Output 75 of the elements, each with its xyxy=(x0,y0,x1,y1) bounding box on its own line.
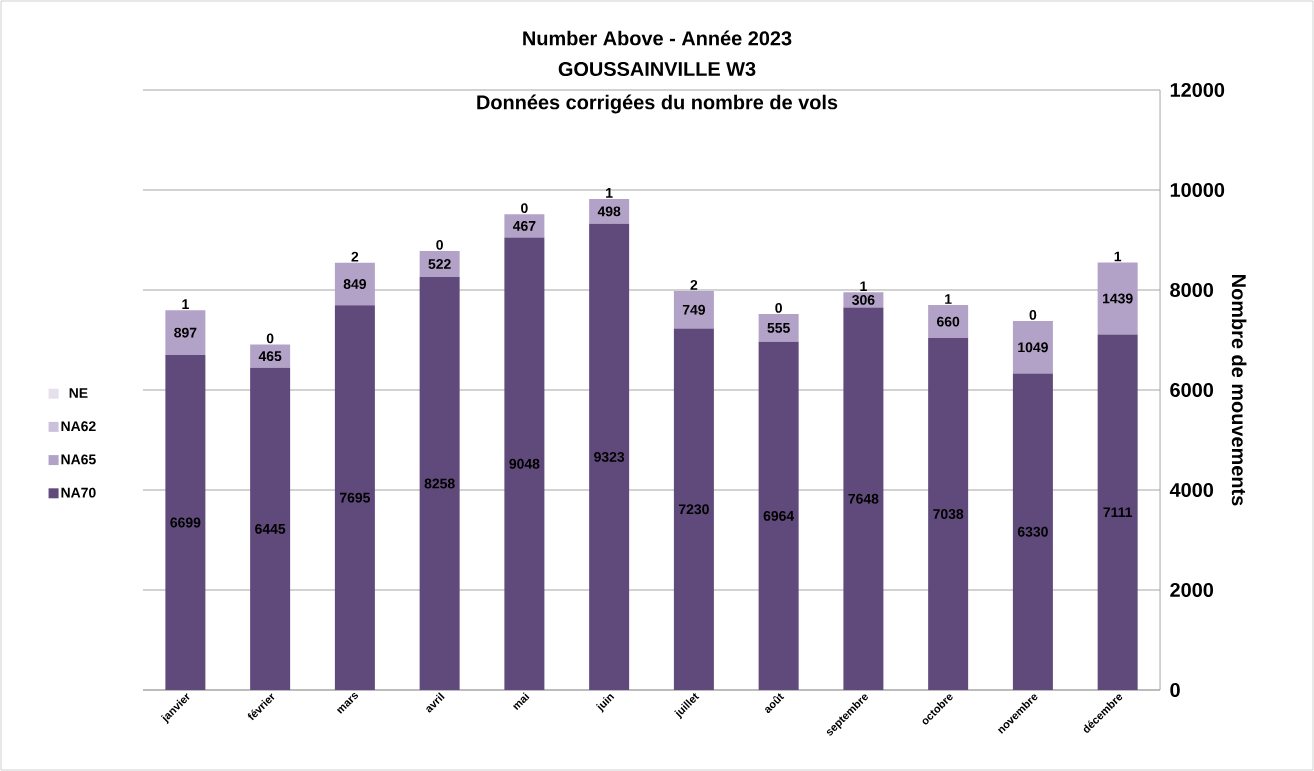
data-label: 465 xyxy=(258,351,282,362)
data-label: 6330 xyxy=(1017,526,1048,537)
data-label: 9323 xyxy=(594,451,625,462)
data-label: 522 xyxy=(428,259,451,269)
bar xyxy=(1012,373,1053,690)
bar xyxy=(419,277,460,690)
y-tick-label: 12000 xyxy=(1170,82,1225,98)
data-label: 0 xyxy=(1029,309,1037,320)
data-label: 0 xyxy=(775,302,782,313)
data-label: 8258 xyxy=(424,478,455,489)
y-tick-label: 6000 xyxy=(1170,382,1214,398)
bar xyxy=(843,292,884,308)
data-label: 0 xyxy=(266,333,274,344)
y-tick-label: 4000 xyxy=(1169,482,1214,498)
data-label: 306 xyxy=(852,294,875,305)
bar xyxy=(504,237,545,690)
data-label: 498 xyxy=(597,206,621,217)
x-tick-label: mai xyxy=(513,692,530,711)
bar xyxy=(758,341,799,690)
y-tick-label: 10000 xyxy=(1170,182,1225,198)
data-label: 1 xyxy=(1114,251,1122,262)
bar xyxy=(1097,262,1138,335)
data-label: 749 xyxy=(682,304,706,315)
bar xyxy=(504,214,545,238)
y-tick-label: 8000 xyxy=(1170,282,1214,298)
bar xyxy=(928,305,969,339)
legend-label: NA70 xyxy=(61,487,96,498)
bar xyxy=(673,328,714,690)
data-label: 0 xyxy=(521,203,528,214)
data-label: 1 xyxy=(860,281,867,292)
legend-label: NA65 xyxy=(61,454,96,465)
chart-title: Number Above - Année 2023 xyxy=(523,30,792,46)
bar xyxy=(843,307,884,690)
data-label: 2 xyxy=(690,279,698,290)
bar xyxy=(589,198,630,224)
data-label: 9048 xyxy=(509,458,540,469)
data-label: 849 xyxy=(343,279,367,289)
bar xyxy=(250,367,291,690)
data-label: 6445 xyxy=(255,523,286,534)
y-tick-label: 0 xyxy=(1170,682,1180,698)
bar xyxy=(334,262,375,306)
bar xyxy=(165,355,206,690)
annotation: Données corrigées du nombre de vols xyxy=(477,94,838,114)
data-label: 660 xyxy=(937,316,960,327)
data-label: 467 xyxy=(512,220,536,231)
data-label: 1 xyxy=(182,299,189,309)
chart-subtitle: GOUSSAINVILLE W3 xyxy=(558,61,756,77)
legend-label: NA62 xyxy=(61,421,96,432)
data-label: 1 xyxy=(606,188,613,198)
data-label: 6964 xyxy=(763,510,795,521)
data-label: 1049 xyxy=(1018,342,1048,353)
bar xyxy=(165,310,206,356)
data-label: 0 xyxy=(436,239,443,250)
bar xyxy=(1012,321,1053,374)
data-label: 555 xyxy=(767,323,790,333)
data-label: 7695 xyxy=(339,492,371,503)
bar xyxy=(589,223,630,690)
data-label: 7648 xyxy=(848,493,879,504)
bar xyxy=(758,314,799,342)
bar xyxy=(334,305,375,690)
data-label: 7111 xyxy=(1103,507,1133,518)
data-label: 1439 xyxy=(1103,293,1133,304)
y-tick-label: 2000 xyxy=(1170,582,1214,598)
bar xyxy=(673,291,714,329)
data-label: 7038 xyxy=(933,509,964,519)
legend-label: NE xyxy=(69,388,88,398)
data-label: 1 xyxy=(945,294,952,304)
data-label: 2 xyxy=(351,251,359,262)
bar xyxy=(928,338,969,690)
data-label: 897 xyxy=(174,327,197,338)
bar xyxy=(250,344,291,368)
data-label: 7230 xyxy=(678,504,709,515)
bar xyxy=(1097,334,1138,690)
y-axis-title: Nombre de mouvements xyxy=(1231,275,1247,506)
data-label: 6699 xyxy=(170,517,201,528)
